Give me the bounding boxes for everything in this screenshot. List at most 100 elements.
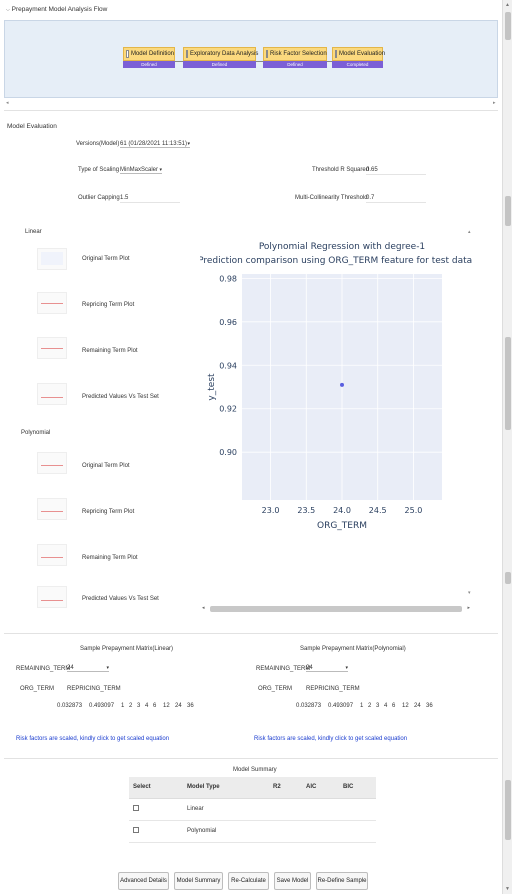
page-scrollbar[interactable]: ▲ ▼ [502,0,512,894]
chevron-down-icon[interactable]: ⌵ [6,7,10,13]
plot-thumbnail[interactable] [37,498,67,520]
matrix-cell: 4 [384,703,388,709]
x-tick-label: 24.5 [369,506,387,515]
scrollbar-thumb-4[interactable] [505,572,511,584]
select-checkbox[interactable] [133,805,139,811]
plot-link[interactable]: Predicted Values Vs Test Set [82,596,159,602]
data-point [340,382,344,387]
plot-thumbnail[interactable] [37,292,67,314]
scroll-up-icon[interactable]: ▴ [468,229,471,235]
plot-link[interactable]: Original Term Plot [82,256,130,262]
multicollinearity-value[interactable]: 0.7 [366,195,426,203]
scroll-left-icon[interactable]: ◂ [202,605,205,611]
recalculate-button[interactable]: Re-Calculate [228,872,269,890]
flow-node-label: Model Definition [130,51,174,57]
plot-thumbnail[interactable] [37,248,67,270]
scaling-select[interactable]: MinMaxScaler ▾ [120,167,162,174]
chevron-down-icon: ▾ [345,665,348,671]
model-summary-table: Select Model Type R2 AIC BIC Linear Poly… [129,777,376,843]
scroll-down-icon[interactable]: ▼ [505,886,510,892]
versions-select[interactable]: 61 (01/28/2021 11:13:51) ▾ [120,141,190,148]
chart-horizontal-scrollbar[interactable]: ◂ ▸ [202,605,470,613]
scaled-equation-link[interactable]: Risk factors are scaled, kindly click to… [16,736,170,742]
save-model-button[interactable]: Save Model [274,872,311,890]
scroll-left-icon[interactable]: ◂ [6,100,9,106]
y-tick-label: 0.96 [219,318,237,327]
plot-thumbnail[interactable] [37,544,67,566]
document-icon [126,50,129,58]
flow-node-status: Defined [263,61,327,68]
scroll-down-icon[interactable]: ▾ [468,590,471,596]
matrix-cell: 0.032873 [57,703,83,709]
matrix-cell: 1 [360,703,364,709]
scroll-right-icon[interactable]: ▸ [493,100,496,106]
chart-title: Polynomial Regression with degree-1 [259,242,425,252]
scroll-right-icon[interactable]: ▸ [467,605,470,611]
plot-thumbnail[interactable] [37,337,67,359]
matrix-cell: 0.032873 [296,703,322,709]
scrollbar-thumb-2[interactable] [505,196,511,226]
remaining-term-select[interactable]: 24 ▾ [306,665,348,672]
flow-node-label: Model Evaluation [339,51,386,57]
chevron-down-icon: ▾ [187,141,190,147]
remaining-term-value: 24 [306,665,313,671]
x-tick-label: 23.0 [262,506,280,515]
document-icon [186,50,188,58]
plot-thumbnail[interactable] [37,452,67,474]
matrix-cell: 36 [187,703,194,709]
matrix-cell: 1 [121,703,125,709]
redefine-sample-button[interactable]: Re-Define Sample [316,872,368,890]
column-header: Model Type [183,777,269,799]
flow-node-risk-factor-selection[interactable]: Risk Factor Selection Defined [263,47,327,71]
x-tick-label: 24.0 [333,506,351,515]
scrollbar-thumb[interactable] [210,606,462,612]
matrix-cell: 3 [376,703,380,709]
chart-container: Polynomial Regression with degree-1 Predi… [198,222,486,616]
chevron-down-icon: ▾ [159,167,162,173]
flow-connector [256,61,268,62]
plot-link[interactable]: Remaining Term Plot [82,348,138,354]
scaled-equation-link[interactable]: Risk factors are scaled, kindly click to… [254,736,408,742]
plot-thumbnail[interactable] [37,586,67,608]
flow-diagram-panel: Model Definition Defined Exploratory Dat… [4,20,498,98]
plot-thumbnail[interactable] [37,383,67,405]
matrix-cell: 6 [153,703,157,709]
scrollbar-thumb[interactable] [505,12,511,40]
flow-node-model-evaluation[interactable]: Model Evaluation Completed [332,47,386,71]
flow-node-model-definition[interactable]: Model Definition Defined [123,47,175,71]
matrix-cell: 0.493097 [89,703,115,709]
document-icon [335,50,337,58]
x-tick-label: 25.0 [405,506,423,515]
flow-header[interactable]: ⌵ Prepayment Model Analysis Flow [6,6,107,13]
plot-link[interactable]: Original Term Plot [82,463,130,469]
matrix-cell: 24 [414,703,421,709]
table-row: Linear [129,798,376,821]
select-checkbox[interactable] [133,827,139,833]
plot-link[interactable]: Predicted Values Vs Test Set [82,394,159,400]
plot-link[interactable]: Repricing Term Plot [82,302,135,308]
remaining-term-select[interactable]: 24 ▾ [67,665,109,672]
outlier-label: Outlier Capping [78,195,120,201]
plot-link[interactable]: Remaining Term Plot [82,555,138,561]
divider [4,633,498,634]
page-title: Prepayment Model Analysis Flow [11,6,108,13]
scrollbar-thumb-3[interactable] [505,337,511,430]
divider [4,758,498,759]
advanced-details-button[interactable]: Advanced Details [118,872,169,890]
y-tick-label: 0.98 [219,274,237,283]
table-header-row: Select Model Type R2 AIC BIC [129,777,376,799]
flow-node-status: Defined [123,61,175,68]
flow-node-exploratory-data-analysis[interactable]: Exploratory Data Analysis Defined [183,47,258,71]
scroll-up-icon[interactable]: ▲ [505,2,510,8]
versions-label: Versions(Model) [76,141,120,147]
threshold-label: Threshold R Squared [312,167,370,173]
versions-value: 61 (01/28/2021 11:13:51) [120,141,187,147]
scrollbar-thumb-5[interactable] [505,780,511,840]
threshold-value[interactable]: 0.65 [366,167,426,175]
matrix-cell: 24 [175,703,182,709]
matrix-polynomial-title: Sample Prepayment Matrix(Polynomial) [300,646,406,652]
model-summary-button[interactable]: Model Summary [174,872,223,890]
column-header: Select [129,777,183,799]
plot-link[interactable]: Repricing Term Plot [82,509,135,515]
outlier-value[interactable]: 1.5 [120,195,180,203]
